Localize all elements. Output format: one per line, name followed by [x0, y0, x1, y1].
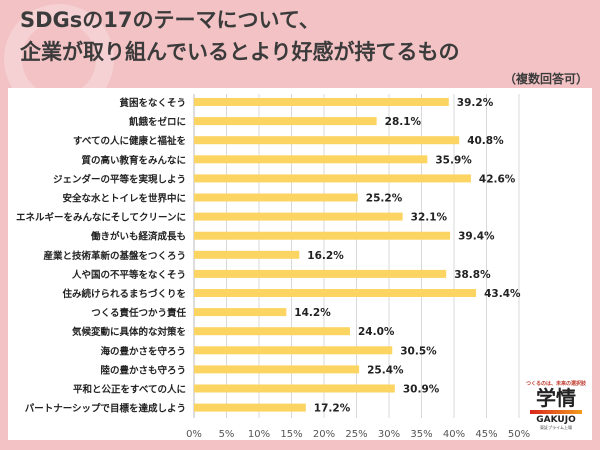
category-label: 貧困をなくそう: [119, 97, 186, 109]
bar: [194, 403, 306, 412]
data-label: 30.5%: [400, 345, 437, 357]
data-label: 16.2%: [307, 250, 344, 262]
x-tick-label: 50%: [508, 429, 530, 440]
data-label: 43.4%: [484, 288, 521, 300]
data-label: 14.2%: [294, 307, 331, 319]
category-label: 安全な水とトイレを世界中に: [62, 193, 186, 205]
category-label: パートナーシップで目標を達成しよう: [25, 403, 186, 415]
data-label: 25.2%: [366, 193, 403, 205]
x-tick-label: 10%: [248, 429, 270, 440]
category-label: ジェンダーの平等を実現しよう: [53, 173, 186, 185]
data-label: 25.4%: [367, 364, 404, 376]
bar: [194, 346, 393, 355]
category-label: 陸の豊かさも守ろう: [100, 364, 186, 376]
logo-name: 学情: [536, 386, 576, 410]
bar: [194, 136, 460, 145]
category-label: 人や国の不平等をなくそう: [72, 269, 186, 281]
data-label: 30.9%: [403, 384, 440, 396]
bar: [194, 327, 350, 336]
logo-tagline: つくるのは、未来の選択肢: [526, 381, 586, 387]
x-tick-label: 25%: [345, 429, 367, 440]
data-label: 17.2%: [314, 403, 351, 415]
category-label: 飢餓をゼロに: [128, 116, 186, 128]
x-tick-label: 0%: [186, 429, 202, 440]
bar: [194, 384, 395, 393]
data-label: 40.8%: [467, 135, 504, 147]
data-label: 39.4%: [458, 231, 495, 243]
x-tick-label: 40%: [443, 429, 465, 440]
data-label: 38.8%: [454, 269, 491, 281]
logo-name-en: GAKUJO: [536, 415, 576, 425]
bar: [194, 193, 358, 202]
category-label: 質の高い教育をみんなに: [81, 154, 186, 166]
chart-subtitle: （複数回答可）: [503, 72, 588, 86]
x-tick-label: 20%: [313, 429, 335, 440]
title-line-2: 企業が取り組んでいるとより好感が持てるもの: [20, 40, 460, 64]
bar: [194, 308, 287, 317]
bar: [194, 155, 428, 164]
bar: [194, 174, 471, 183]
gakujo-logo: つくるのは、未来の選択肢 学情 GAKUJO 東証プライム上場: [526, 380, 586, 431]
bar: [194, 289, 477, 297]
bar: [194, 231, 451, 240]
title-line-1: SDGsの17のテーマについて、: [20, 8, 320, 32]
chart-title: SDGsの17のテーマについて、企業が取り組んでいるとより好感が持てるもの: [20, 4, 580, 68]
bar: [194, 269, 447, 278]
bar: [194, 250, 300, 259]
data-label: 24.0%: [358, 326, 395, 338]
data-label: 39.2%: [457, 97, 494, 109]
category-label: 海の豊かさを守ろう: [100, 345, 186, 357]
x-tick-label: 35%: [410, 429, 432, 440]
data-label: 42.6%: [479, 173, 516, 185]
category-label: 気候変動に具体的な対策を: [72, 326, 186, 338]
category-label: すべての人に健康と福祉を: [73, 135, 186, 147]
category-label: 産業と技術革新の基盤をつくろう: [43, 250, 186, 262]
logo-bar: [530, 410, 582, 414]
chart-panel: [8, 88, 592, 440]
x-tick-label: 15%: [280, 429, 302, 440]
bar: [194, 365, 360, 374]
x-tick-label: 30%: [378, 429, 400, 440]
bar: [194, 98, 449, 106]
category-label: つくる責任つかう責任: [91, 307, 186, 319]
x-tick-label: 5%: [219, 429, 235, 440]
category-label: 働きがいも経済成長も: [90, 231, 186, 243]
logo-listing: 東証プライム上場: [540, 425, 572, 430]
data-label: 32.1%: [411, 212, 448, 224]
bar: [194, 212, 403, 221]
category-label: エネルギーをみんなにそしてクリーンに: [16, 212, 186, 224]
x-tick-label: 45%: [475, 429, 497, 440]
bar: [194, 117, 377, 126]
category-label: 平和と公正をすべての人に: [73, 384, 186, 396]
data-label: 28.1%: [385, 116, 422, 128]
category-label: 住み続けられるまちづくりを: [62, 288, 186, 300]
data-label: 35.9%: [435, 154, 472, 166]
